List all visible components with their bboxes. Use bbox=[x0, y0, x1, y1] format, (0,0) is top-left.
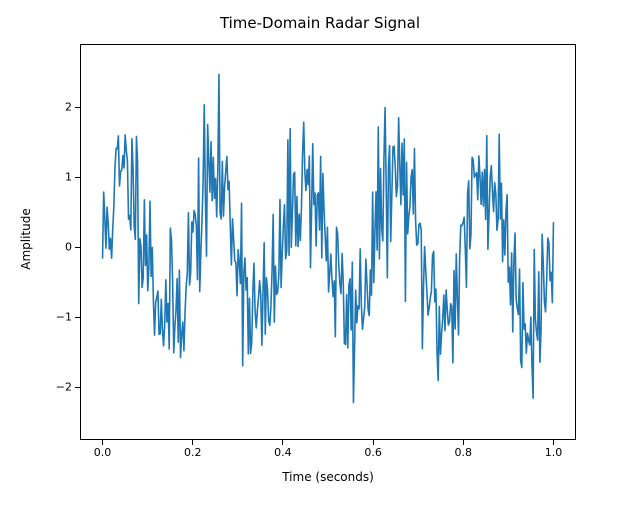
x-tick-mark bbox=[192, 440, 193, 445]
figure: Time-Domain Radar Signal Time (seconds) … bbox=[0, 0, 640, 507]
plot-area: 0.00.20.40.60.81.0 −2−1012 bbox=[80, 44, 576, 440]
x-tick-mark bbox=[463, 440, 464, 445]
x-tick-label: 0.0 bbox=[94, 446, 112, 459]
y-tick-mark bbox=[75, 107, 80, 108]
y-tick-mark bbox=[75, 317, 80, 318]
y-tick-label: 2 bbox=[65, 101, 72, 114]
y-tick-label: 0 bbox=[65, 241, 72, 254]
y-tick-mark bbox=[75, 387, 80, 388]
y-tick-mark bbox=[75, 177, 80, 178]
x-tick-label: 0.8 bbox=[455, 446, 473, 459]
y-axis-label: Amplitude bbox=[19, 179, 33, 299]
x-tick-mark bbox=[282, 440, 283, 445]
x-tick-label: 0.2 bbox=[184, 446, 202, 459]
x-tick-mark bbox=[373, 440, 374, 445]
x-tick-label: 1.0 bbox=[545, 446, 563, 459]
x-tick-mark bbox=[102, 440, 103, 445]
x-tick-label: 0.4 bbox=[274, 446, 292, 459]
y-tick-mark bbox=[75, 247, 80, 248]
x-tick-mark bbox=[553, 440, 554, 445]
y-tick-label: −1 bbox=[56, 311, 72, 324]
y-tick-label: −2 bbox=[56, 381, 72, 394]
x-tick-label: 0.6 bbox=[364, 446, 382, 459]
signal-line bbox=[80, 44, 576, 440]
x-axis-label: Time (seconds) bbox=[16, 470, 640, 484]
y-tick-label: 1 bbox=[65, 171, 72, 184]
chart-title: Time-Domain Radar Signal bbox=[0, 14, 640, 32]
